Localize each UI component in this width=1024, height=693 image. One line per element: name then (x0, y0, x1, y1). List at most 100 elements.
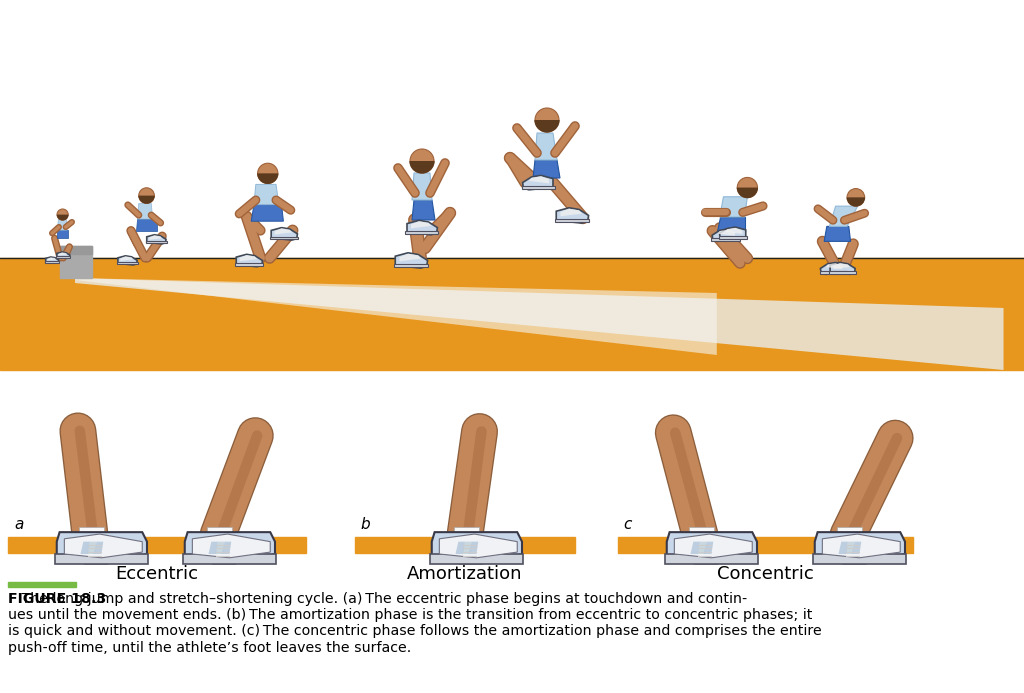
Polygon shape (399, 254, 421, 261)
Polygon shape (79, 527, 104, 540)
Polygon shape (137, 204, 153, 219)
Polygon shape (47, 257, 56, 261)
Polygon shape (828, 271, 856, 274)
Polygon shape (271, 227, 297, 240)
Circle shape (535, 108, 559, 132)
Polygon shape (720, 227, 745, 240)
Polygon shape (57, 252, 70, 258)
Polygon shape (469, 542, 478, 554)
Polygon shape (829, 206, 858, 227)
Polygon shape (822, 534, 900, 558)
Text: Concentric: Concentric (717, 565, 813, 583)
Circle shape (57, 209, 69, 220)
Polygon shape (56, 256, 71, 258)
Wedge shape (56, 215, 69, 220)
Polygon shape (395, 253, 428, 268)
Polygon shape (57, 220, 67, 230)
Polygon shape (150, 235, 162, 240)
Polygon shape (820, 263, 846, 274)
Polygon shape (207, 527, 232, 540)
Polygon shape (439, 534, 517, 558)
Polygon shape (688, 527, 715, 540)
Polygon shape (712, 238, 739, 240)
Polygon shape (430, 554, 523, 563)
Polygon shape (852, 542, 861, 554)
Polygon shape (45, 261, 59, 263)
Polygon shape (412, 173, 432, 200)
Polygon shape (839, 542, 848, 554)
Polygon shape (837, 527, 862, 540)
Polygon shape (725, 228, 742, 234)
Polygon shape (184, 532, 275, 563)
Polygon shape (522, 175, 553, 190)
Polygon shape (834, 263, 850, 269)
Polygon shape (522, 186, 555, 189)
Polygon shape (675, 534, 753, 558)
Polygon shape (58, 252, 68, 256)
Circle shape (139, 188, 155, 204)
Text: c: c (623, 517, 632, 532)
Polygon shape (703, 542, 714, 554)
Polygon shape (462, 542, 472, 554)
Text: a: a (14, 517, 24, 532)
Polygon shape (251, 204, 284, 221)
Wedge shape (138, 195, 155, 204)
Polygon shape (697, 542, 707, 554)
Polygon shape (55, 554, 147, 563)
Polygon shape (234, 263, 263, 266)
Polygon shape (407, 220, 437, 235)
Bar (8, 537, 306, 553)
Bar (60, 246, 92, 278)
Polygon shape (667, 532, 757, 563)
Text: FIGURE 18.3: FIGURE 18.3 (8, 592, 106, 606)
Polygon shape (820, 271, 847, 274)
Polygon shape (529, 176, 549, 184)
Polygon shape (690, 542, 700, 554)
Polygon shape (830, 263, 855, 274)
Polygon shape (117, 263, 137, 265)
Polygon shape (454, 527, 479, 540)
Polygon shape (665, 554, 758, 563)
Polygon shape (393, 264, 428, 267)
Polygon shape (815, 532, 905, 563)
Polygon shape (75, 278, 1004, 370)
Polygon shape (719, 236, 748, 239)
Polygon shape (560, 209, 582, 216)
Polygon shape (81, 542, 90, 554)
Polygon shape (240, 255, 257, 261)
Polygon shape (274, 228, 292, 234)
Text: Eccentric: Eccentric (116, 565, 199, 583)
Bar (0, 278, 1024, 370)
Bar (355, 537, 575, 553)
Polygon shape (183, 554, 275, 563)
Polygon shape (845, 542, 855, 554)
Polygon shape (555, 219, 590, 222)
Polygon shape (718, 229, 735, 236)
Polygon shape (65, 534, 142, 558)
Circle shape (737, 177, 758, 198)
Text: Amortization: Amortization (408, 565, 522, 583)
Polygon shape (222, 542, 231, 554)
Polygon shape (121, 256, 133, 261)
Circle shape (847, 188, 864, 206)
Text: b: b (360, 517, 370, 532)
Bar (0, 258, 1024, 278)
Polygon shape (118, 256, 137, 265)
Polygon shape (270, 236, 298, 239)
Polygon shape (534, 160, 560, 178)
Polygon shape (75, 278, 717, 355)
Polygon shape (720, 197, 748, 217)
Polygon shape (456, 542, 465, 554)
Polygon shape (56, 532, 147, 563)
Polygon shape (87, 542, 96, 554)
Polygon shape (825, 263, 842, 269)
Polygon shape (193, 534, 270, 558)
Polygon shape (254, 184, 279, 204)
Polygon shape (556, 208, 589, 223)
Bar (8, 582, 76, 587)
Polygon shape (209, 542, 218, 554)
Bar (60, 246, 92, 254)
Polygon shape (406, 231, 438, 234)
Polygon shape (237, 254, 262, 267)
Polygon shape (145, 241, 167, 243)
